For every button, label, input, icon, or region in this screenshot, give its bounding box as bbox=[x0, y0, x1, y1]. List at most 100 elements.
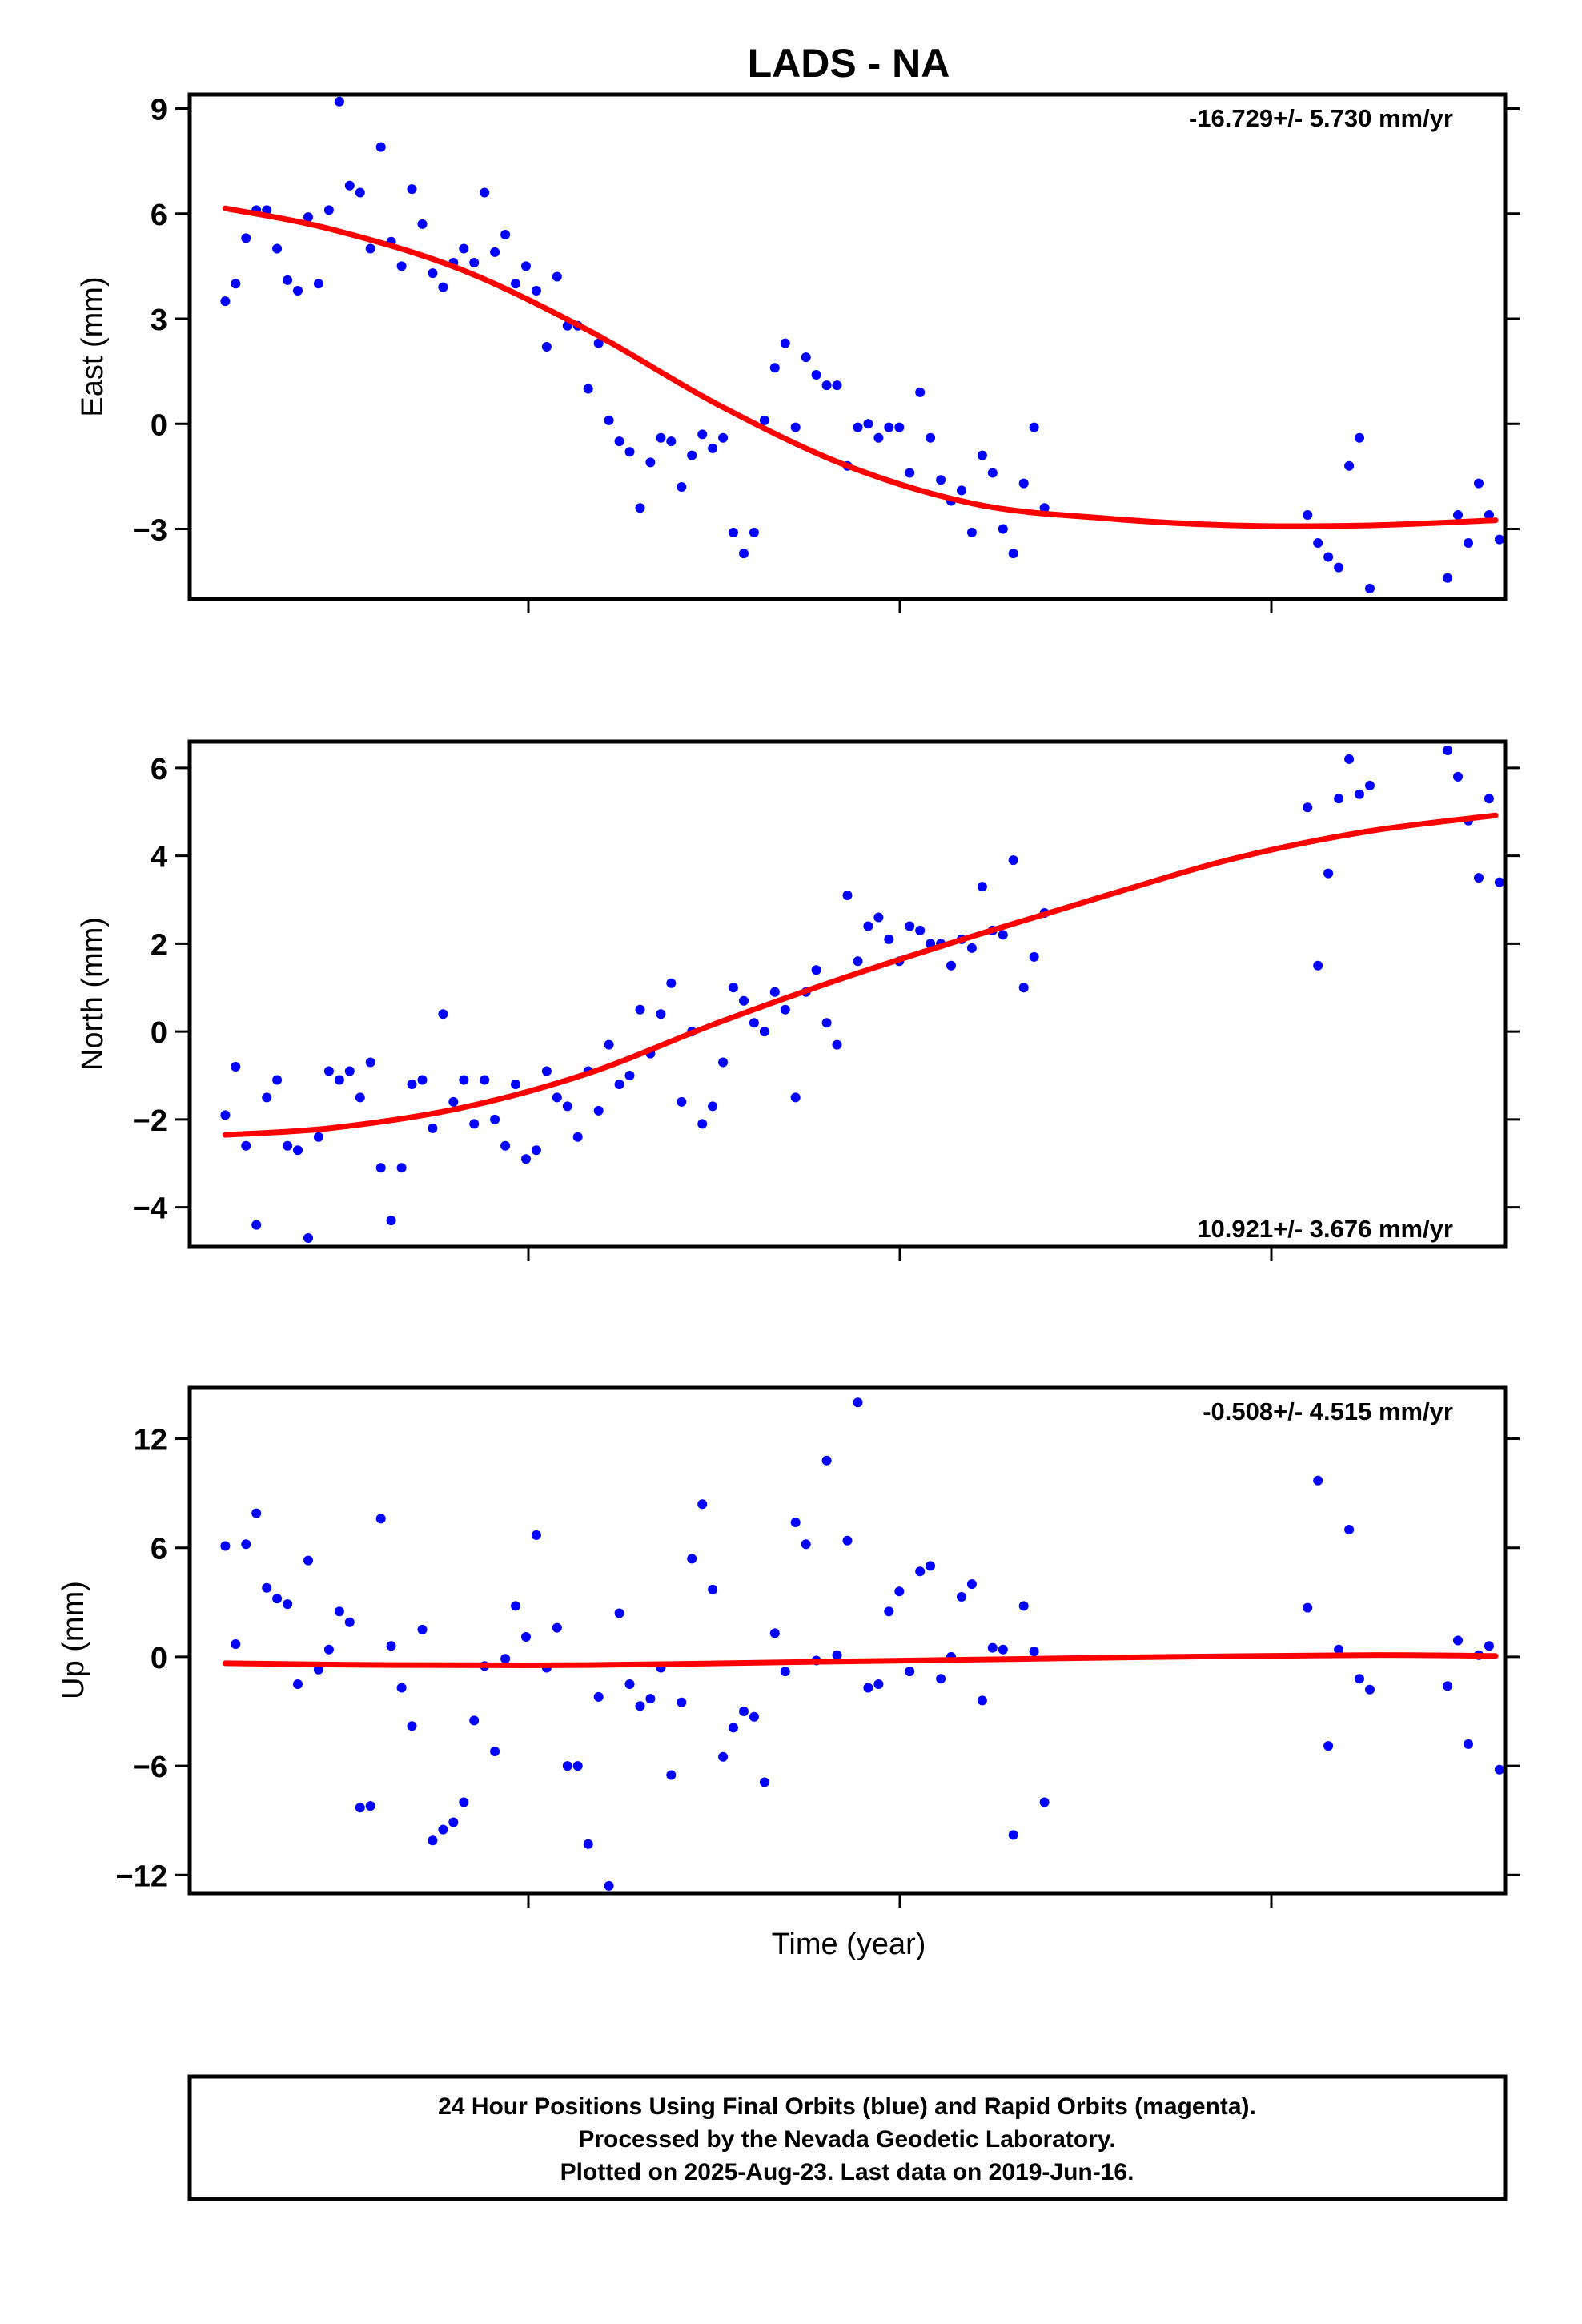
up-data-point bbox=[894, 1586, 905, 1597]
up-data-point bbox=[1029, 1647, 1039, 1657]
east-fit bbox=[222, 205, 1499, 529]
north-data-point bbox=[531, 1145, 541, 1156]
north-data-point bbox=[998, 930, 1008, 940]
up-data-point bbox=[459, 1797, 469, 1807]
up-data-point bbox=[1344, 1525, 1355, 1534]
up-data-point bbox=[1039, 1797, 1050, 1807]
north-data-point bbox=[417, 1075, 428, 1085]
east-data-point bbox=[1029, 422, 1039, 432]
up-data-point bbox=[821, 1455, 832, 1466]
up-data-point bbox=[1008, 1830, 1018, 1840]
up-data-point bbox=[915, 1566, 926, 1577]
up-data-point bbox=[624, 1679, 635, 1689]
up-data-point bbox=[303, 1555, 313, 1566]
east-data-point bbox=[697, 429, 708, 440]
panel-east: 9 6 3 0 −3 East (mm) -16.729+/- 5.730 mm/yr bbox=[76, 92, 1520, 601]
up-data-point bbox=[759, 1777, 769, 1787]
north-data-point bbox=[780, 1004, 790, 1015]
east-data-point bbox=[811, 370, 821, 380]
north-data-point bbox=[884, 934, 894, 944]
up-data-point bbox=[272, 1594, 283, 1604]
up-data-point bbox=[604, 1880, 614, 1891]
east-data-point bbox=[604, 415, 614, 425]
up-data-point bbox=[739, 1707, 749, 1716]
east-data-point bbox=[769, 363, 780, 373]
north-data-point bbox=[1365, 780, 1375, 790]
up-y-tick-label: −12 bbox=[116, 1860, 167, 1893]
up-data-point bbox=[500, 1654, 511, 1664]
up-data-point bbox=[708, 1584, 718, 1594]
north-data-point bbox=[873, 912, 884, 923]
east-frame bbox=[187, 92, 1508, 601]
north-data-point bbox=[1453, 771, 1463, 782]
up-data-point bbox=[438, 1824, 448, 1835]
up-data-point bbox=[718, 1751, 729, 1762]
up-data-point bbox=[428, 1835, 438, 1846]
north-data-point bbox=[1494, 877, 1504, 887]
north-data-point bbox=[977, 882, 987, 892]
east-data-point bbox=[355, 187, 365, 198]
up-data-point bbox=[769, 1628, 780, 1638]
north-data-point bbox=[220, 1110, 231, 1120]
north-data-point bbox=[428, 1123, 438, 1133]
up-data-point bbox=[884, 1606, 894, 1617]
east-data-point bbox=[552, 271, 562, 282]
north-data-point bbox=[272, 1075, 283, 1085]
east-data-point bbox=[749, 527, 759, 537]
east-data-point bbox=[915, 387, 926, 397]
north-data-point bbox=[832, 1039, 842, 1050]
north-rate-label: 10.921+/- 3.676 mm/yr bbox=[1197, 1215, 1453, 1243]
up-data-point bbox=[386, 1641, 396, 1651]
north-data-point bbox=[375, 1163, 386, 1173]
north-points bbox=[220, 746, 1504, 1243]
east-data-point bbox=[375, 142, 386, 152]
east-data-point bbox=[459, 243, 469, 254]
east-points bbox=[220, 96, 1504, 593]
up-fit-line bbox=[222, 1652, 1499, 1668]
up-y-tick-label: 12 bbox=[134, 1424, 167, 1458]
north-data-point bbox=[1313, 960, 1323, 971]
east-data-point bbox=[759, 415, 769, 425]
east-y-tick-label: 3 bbox=[151, 304, 167, 337]
north-y-tick-label: 2 bbox=[151, 928, 167, 962]
north-data-point bbox=[323, 1066, 334, 1076]
up-y-tick-label: −6 bbox=[133, 1751, 167, 1784]
up-data-point bbox=[593, 1691, 604, 1702]
north-data-point bbox=[386, 1216, 396, 1226]
east-data-point bbox=[884, 422, 894, 432]
east-data-point bbox=[1334, 562, 1344, 573]
up-data-point bbox=[801, 1539, 811, 1550]
east-data-point bbox=[780, 338, 790, 348]
east-data-point bbox=[1474, 478, 1484, 489]
north-y-tick-label: −2 bbox=[133, 1104, 167, 1138]
east-data-point bbox=[323, 205, 334, 215]
east-data-point bbox=[1365, 583, 1375, 593]
north-data-point bbox=[635, 1004, 645, 1015]
east-data-point bbox=[541, 342, 552, 352]
north-data-point bbox=[572, 1132, 583, 1142]
north-data-point bbox=[459, 1075, 469, 1085]
x-ticks bbox=[527, 599, 1273, 1908]
north-data-point bbox=[500, 1140, 511, 1151]
north-y-tick-label: 0 bbox=[151, 1016, 167, 1050]
east-y-tick-label: 0 bbox=[151, 408, 167, 442]
north-data-point bbox=[697, 1119, 708, 1129]
east-data-point bbox=[998, 524, 1008, 534]
east-data-point bbox=[635, 503, 645, 513]
east-y-tick-label: −3 bbox=[133, 514, 167, 548]
east-data-point bbox=[500, 230, 511, 239]
up-data-point bbox=[749, 1711, 759, 1722]
east-data-point bbox=[894, 422, 905, 432]
east-data-point bbox=[1464, 538, 1473, 548]
north-data-point bbox=[334, 1075, 344, 1085]
north-data-point bbox=[283, 1140, 293, 1151]
east-data-point bbox=[936, 475, 946, 485]
up-data-point bbox=[1323, 1741, 1334, 1751]
north-frame bbox=[187, 739, 1508, 1249]
east-data-point bbox=[272, 243, 283, 254]
north-data-point bbox=[241, 1140, 251, 1151]
up-data-point bbox=[448, 1817, 459, 1827]
east-data-point bbox=[645, 457, 656, 468]
east-data-point bbox=[583, 384, 593, 394]
